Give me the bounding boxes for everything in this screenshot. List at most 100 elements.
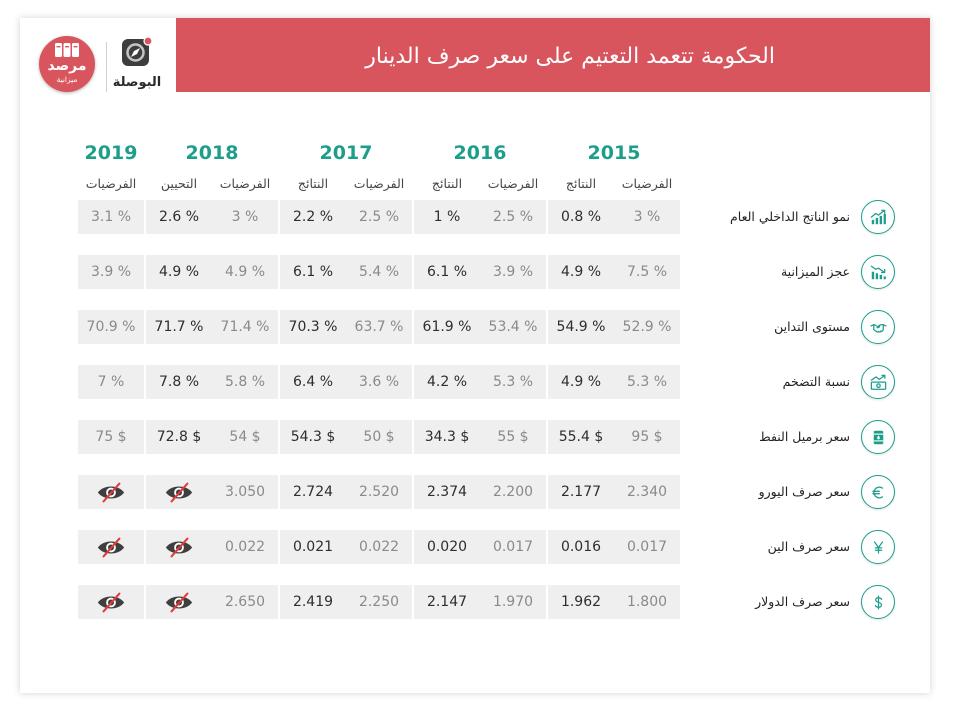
year-cell-group (146, 310, 278, 344)
hypothesis-value: 2.520 (358, 484, 400, 500)
year-cell-group (78, 420, 144, 454)
year-cell-group (78, 310, 144, 344)
hypothesis-column-header: الفرضيات (219, 176, 271, 191)
hypothesis-value: 2.650 (224, 594, 266, 610)
outcome-value: 0.8 % (560, 209, 602, 225)
outcome-value: 6.1 % (426, 264, 468, 280)
hypothesis-value: 70.9 % (86, 319, 136, 335)
outcome-value: 2.2 % (292, 209, 334, 225)
hypothesis-value: 5.3 % (626, 374, 668, 390)
eye-slash-icon (164, 537, 194, 558)
row-label: سعر صرف الين (767, 539, 850, 554)
hypothesis-value: 55 $ (497, 429, 529, 445)
outcome-value: 72.8 $ (156, 429, 202, 445)
hypothesis-value: 95 $ (631, 429, 663, 445)
year-cell-group (78, 255, 144, 289)
year-cell-group (280, 310, 412, 344)
euro-icon (861, 475, 895, 509)
year-cell-group (414, 530, 546, 564)
year-cell-group (414, 420, 546, 454)
year-cell-group (280, 420, 412, 454)
year-header: 2016 (453, 142, 507, 164)
growth-chart-icon (861, 200, 895, 234)
year-cell-group (280, 530, 412, 564)
year-cell-group (548, 420, 680, 454)
hypothesis-value: 3.050 (224, 484, 266, 500)
outcome-value: 2.177 (560, 484, 602, 500)
hypothesis-value: 3.6 % (358, 374, 400, 390)
row-label: نمو الناتج الداخلي العام (730, 209, 850, 224)
hypothesis-value: 2.5 % (492, 209, 534, 225)
outcome-value: 1 % (433, 209, 461, 225)
year-cell-group (280, 200, 412, 234)
deficit-chart-icon (861, 255, 895, 289)
year-cell-group (146, 200, 278, 234)
dollar-icon (861, 585, 895, 619)
eye-slash-icon (164, 592, 194, 613)
outcome-value: 71.7 % (154, 319, 204, 335)
hypothesis-value: 54 $ (229, 429, 261, 445)
page-title: الحكومة تتعمد التعتيم على سعر صرف الدينا… (365, 44, 775, 69)
year-cell-group (414, 475, 546, 509)
year-cell-group (146, 365, 278, 399)
year-cell-group (548, 200, 680, 234)
hidden-value-cell (78, 530, 144, 564)
outcome-value: 2.147 (426, 594, 468, 610)
binders-icon (53, 42, 81, 58)
year-header: 2019 (84, 142, 138, 164)
outcome-value: 2.419 (292, 594, 334, 610)
hypothesis-value: 1.970 (492, 594, 534, 610)
hypothesis-value: 2.340 (626, 484, 668, 500)
row-label: عجز الميزانية (780, 264, 850, 279)
year-header: 2015 (587, 142, 641, 164)
hypothesis-value: 2.200 (492, 484, 534, 500)
hypothesis-value: 3.9 % (90, 264, 132, 280)
outcome-value: 54.9 % (556, 319, 606, 335)
year-cell-group (146, 255, 278, 289)
marsad-budget-logo: مرصد ميزانية (39, 36, 95, 92)
year-cell-group (414, 365, 546, 399)
year-cell-group (280, 255, 412, 289)
outcome-column-header: التحيين (160, 176, 198, 191)
eye-slash-icon (96, 592, 126, 613)
year-cell-group (414, 255, 546, 289)
hypothesis-value: 63.7 % (354, 319, 404, 335)
albawsala-logo-name: البوصلة (112, 75, 162, 90)
hypothesis-column-header: الفرضيات (487, 176, 539, 191)
year-cell-group (414, 200, 546, 234)
hypothesis-value: 0.017 (626, 539, 668, 555)
row-label: مستوى التداين (774, 319, 850, 334)
hypothesis-column-header: الفرضيات (353, 176, 405, 191)
hypothesis-value: 52.9 % (622, 319, 672, 335)
outcome-value: 55.4 $ (558, 429, 604, 445)
year-cell-group (280, 365, 412, 399)
yen-icon (861, 530, 895, 564)
hidden-value-cell (146, 530, 212, 564)
year-cell-group (548, 255, 680, 289)
year-cell-group (548, 585, 680, 619)
hypothesis-column-header: الفرضيات (621, 176, 673, 191)
outcome-value: 0.020 (426, 539, 468, 555)
hypothesis-value: 53.4 % (488, 319, 538, 335)
year-cell-group (280, 475, 412, 509)
outcome-value: 4.9 % (560, 264, 602, 280)
outcome-column-header: النتائج (431, 176, 463, 191)
year-cell-group (414, 310, 546, 344)
outcome-value: 0.016 (560, 539, 602, 555)
outcome-value: 6.4 % (292, 374, 334, 390)
oil-barrel-icon (861, 420, 895, 454)
hypothesis-value: 5.3 % (492, 374, 534, 390)
hidden-value-cell (146, 585, 212, 619)
compass-logo-icon (121, 36, 153, 68)
year-cell-group (414, 585, 546, 619)
year-cell-group (78, 200, 144, 234)
hypothesis-value: 7.5 % (626, 264, 668, 280)
hypothesis-value: 5.4 % (358, 264, 400, 280)
hypothesis-value: 75 $ (95, 429, 127, 445)
hypothesis-value: 2.250 (358, 594, 400, 610)
year-cell-group (78, 365, 144, 399)
logo-divider (106, 42, 107, 92)
outcome-value: 4.9 % (158, 264, 200, 280)
outcome-value: 0.021 (292, 539, 334, 555)
